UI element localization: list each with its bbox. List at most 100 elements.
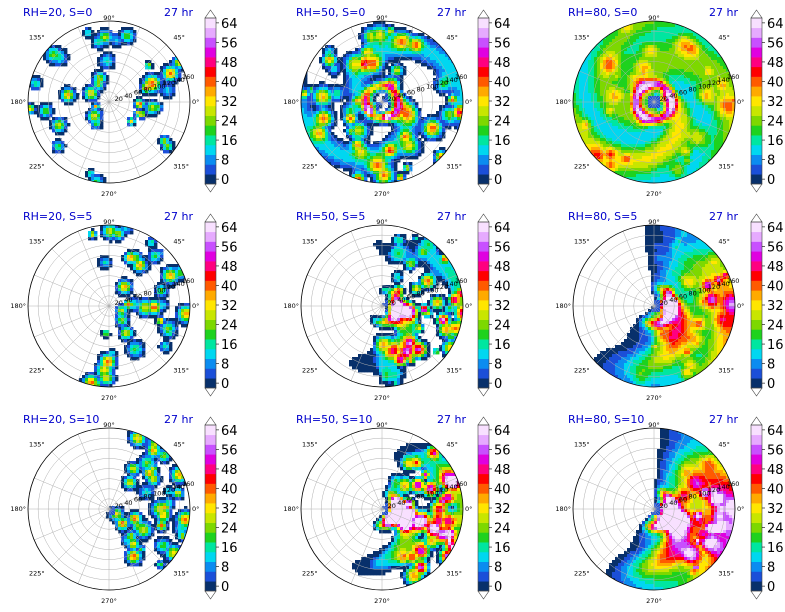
field-cell	[91, 78, 95, 82]
field-cell	[361, 168, 365, 172]
field-cell	[430, 63, 434, 67]
field-cell	[367, 24, 371, 28]
field-cell	[597, 153, 601, 157]
field-cell	[307, 90, 311, 94]
field-cell	[672, 129, 676, 133]
field-cell	[370, 99, 374, 103]
field-cell	[109, 57, 113, 61]
field-cell	[355, 72, 359, 76]
field-cell	[684, 141, 688, 145]
field-cell	[382, 165, 386, 169]
field-cell	[606, 156, 610, 160]
field-cell	[618, 117, 622, 121]
field-cell	[684, 90, 688, 94]
field-cell	[400, 171, 404, 175]
colorbar-swatch	[205, 144, 216, 156]
field-cell	[651, 36, 655, 40]
field-cell	[352, 60, 356, 64]
field-cell	[97, 45, 101, 49]
field-cell	[717, 93, 721, 97]
field-cell	[603, 63, 607, 67]
field-cell	[594, 153, 598, 157]
field-cell	[370, 165, 374, 169]
field-cell	[346, 168, 350, 172]
field-cell	[331, 96, 335, 100]
field-cell	[621, 132, 625, 136]
field-cell	[696, 117, 700, 121]
field-cell	[645, 72, 649, 76]
field-cell	[612, 90, 616, 94]
field-cell	[636, 27, 640, 31]
field-cell	[391, 33, 395, 37]
field-cell	[94, 69, 98, 73]
field-cell	[651, 153, 655, 157]
field-cell	[711, 141, 715, 145]
field-cell	[711, 153, 715, 157]
field-cell	[439, 66, 443, 70]
field-cell	[394, 162, 398, 166]
angular-gridline	[381, 44, 440, 103]
field-cell	[696, 114, 700, 118]
field-cell	[693, 135, 697, 139]
field-cell	[588, 75, 592, 79]
field-cell	[388, 102, 392, 106]
field-cell	[94, 105, 98, 109]
field-cell	[454, 72, 458, 76]
field-cell	[355, 138, 359, 142]
field-cell	[681, 141, 685, 145]
field-cell	[376, 63, 380, 67]
field-cell	[403, 147, 407, 151]
field-cell	[699, 72, 703, 76]
field-cell	[364, 156, 368, 160]
field-cell	[651, 81, 655, 85]
field-cell	[696, 129, 700, 133]
field-cell	[651, 162, 655, 166]
field-cell	[358, 57, 362, 61]
field-cell	[660, 111, 664, 115]
field-cell	[618, 123, 622, 127]
field-cell	[301, 126, 305, 130]
field-cell	[654, 114, 658, 118]
field-cell	[166, 135, 170, 139]
field-cell	[681, 78, 685, 82]
field-cell	[85, 114, 89, 118]
field-cell	[612, 63, 616, 67]
field-cell	[175, 75, 179, 79]
field-cell	[648, 144, 652, 148]
field-cell	[436, 66, 440, 70]
field-cell	[118, 45, 122, 49]
field-cell	[394, 132, 398, 136]
field-cell	[699, 63, 703, 67]
field-cell	[585, 117, 589, 121]
field-cell	[666, 57, 670, 61]
field-cell	[633, 105, 637, 109]
field-cell	[379, 177, 383, 181]
field-cell	[657, 78, 661, 82]
field-cell	[319, 141, 323, 145]
field-cell	[91, 36, 95, 40]
field-cell	[669, 51, 673, 55]
field-cell	[160, 78, 164, 82]
field-cell	[334, 117, 338, 121]
field-cell	[699, 153, 703, 157]
field-cell	[615, 42, 619, 46]
field-cell	[55, 129, 59, 133]
field-cell	[412, 156, 416, 160]
field-cell	[142, 99, 146, 103]
field-cell	[52, 63, 56, 67]
field-cell	[397, 78, 401, 82]
field-cell	[364, 45, 368, 49]
field-cell	[660, 102, 664, 106]
field-cell	[322, 114, 326, 118]
field-cell	[606, 126, 610, 130]
field-cell	[687, 78, 691, 82]
field-cell	[708, 66, 712, 70]
field-cell	[139, 84, 143, 88]
field-cell	[645, 117, 649, 121]
field-cell	[693, 66, 697, 70]
field-cell	[34, 87, 38, 91]
field-cell	[157, 138, 161, 142]
field-cell	[403, 135, 407, 139]
field-cell	[385, 153, 389, 157]
field-cell	[172, 141, 176, 145]
